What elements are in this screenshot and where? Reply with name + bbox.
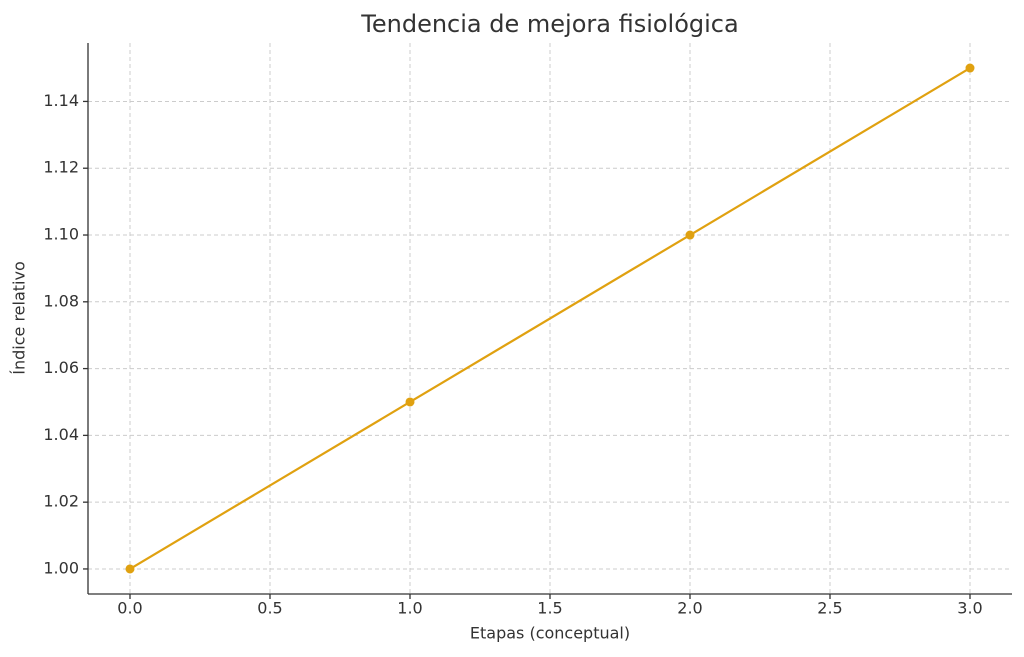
x-tick-label: 0.0: [117, 599, 142, 618]
y-axis-label: Índice relativo: [10, 261, 29, 374]
line: [129, 67, 971, 570]
marker: [125, 564, 135, 574]
x-axis-label: Etapas (conceptual): [470, 624, 630, 643]
y-tick-label: 1.14: [43, 91, 79, 110]
x-tick-label: 1.5: [537, 599, 562, 618]
y-tick-label: 1.00: [43, 558, 79, 577]
chart-title: Tendencia de mejora fisiológica: [360, 10, 738, 38]
x-tick-label: 0.5: [257, 599, 282, 618]
y-tick-label: 1.10: [43, 225, 79, 244]
marker: [685, 230, 695, 240]
y-tick-label: 1.12: [43, 158, 79, 177]
x-tick-label: 2.5: [817, 599, 842, 618]
y-tick-label: 1.04: [43, 425, 79, 444]
x-tick-label: 3.0: [957, 599, 982, 618]
x-tick-label: 1.0: [397, 599, 422, 618]
y-tick-label: 1.06: [43, 358, 79, 377]
y-tick-label: 1.08: [43, 291, 79, 310]
marker: [405, 397, 415, 407]
y-tick-label: 1.02: [43, 492, 79, 511]
marker: [965, 63, 975, 73]
x-tick-label: 2.0: [677, 599, 702, 618]
